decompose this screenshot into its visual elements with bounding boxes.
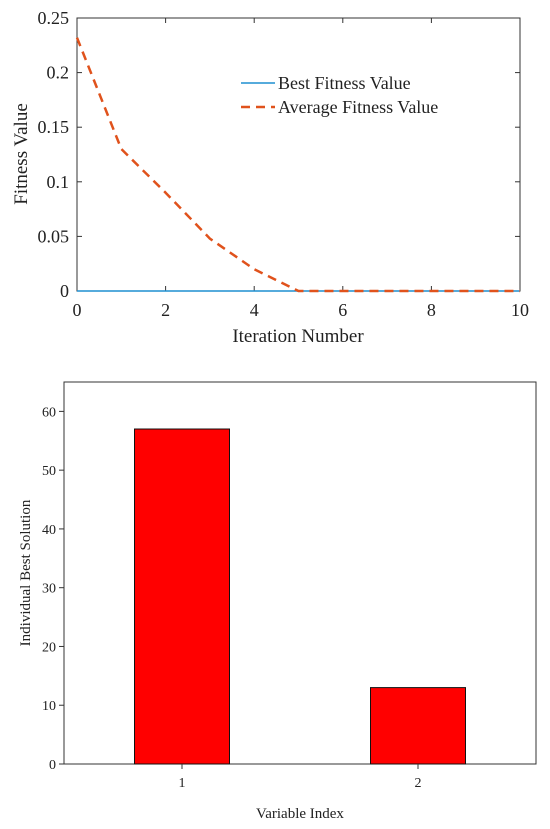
tick-marks (76, 17, 521, 292)
x-tick-label: 8 (427, 300, 436, 320)
y-tick-label: 20 (42, 640, 56, 655)
y-axis-label: Fitness Value (11, 103, 32, 205)
y-tick-label: 0.2 (47, 63, 70, 83)
x-tick-labels: 0 2 4 6 8 10 (73, 300, 530, 320)
y-tick-label: 0.25 (38, 8, 70, 28)
x-tick-label: 4 (250, 300, 259, 320)
bar (134, 428, 230, 765)
series-line-average-fitness (75, 37, 520, 293)
fitness-line-chart: 0 0.05 0.1 0.15 0.2 0.25 0 2 4 6 8 10 Iteration Nu… (11, 8, 529, 347)
y-tick-labels: 0 0.05 0.1 0.15 0.2 0.25 (38, 8, 70, 301)
legend-label-average: Average Fitness Value (278, 97, 438, 117)
bars (134, 428, 466, 765)
y-tick-label: 0 (60, 281, 69, 301)
x-axis-label: Iteration Number (232, 326, 364, 347)
tick-marks (59, 410, 419, 769)
y-tick-label: 0.05 (38, 226, 70, 246)
x-axis-label: Variable Index (256, 806, 344, 822)
x-tick-label: 0 (73, 300, 82, 320)
y-tick-label: 50 (42, 464, 56, 479)
y-tick-label: 10 (42, 699, 56, 714)
y-tick-labels: 0 10 20 30 40 50 60 (42, 405, 56, 773)
plot-frame (76, 17, 521, 292)
series-lines (75, 37, 520, 293)
y-tick-label: 30 (42, 582, 56, 597)
y-tick-label: 0 (49, 758, 56, 773)
y-tick-label: 40 (42, 523, 56, 538)
x-tick-label: 2 (415, 776, 422, 791)
x-tick-label: 6 (338, 300, 347, 320)
legend-label-best: Best Fitness Value (278, 73, 411, 93)
x-tick-label: 10 (511, 300, 529, 320)
legend: Best Fitness Value Average Fitness Value (241, 73, 438, 117)
x-tick-label: 1 (179, 776, 186, 791)
y-tick-label: 0.15 (38, 117, 70, 137)
x-tick-label: 2 (161, 300, 170, 320)
y-tick-label: 0.1 (47, 172, 70, 192)
y-tick-label: 60 (42, 405, 56, 420)
bar (370, 687, 466, 765)
y-axis-label: Individual Best Solution (18, 499, 34, 646)
